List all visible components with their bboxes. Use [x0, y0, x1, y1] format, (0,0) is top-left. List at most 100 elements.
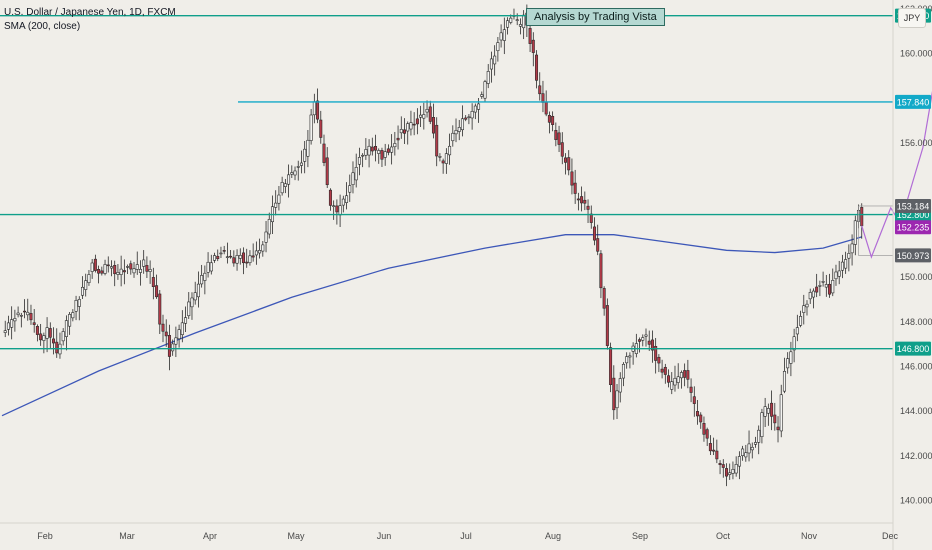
symbol-title[interactable]: U.S. Dollar / Japanese Yen, 1D, FXCM — [4, 7, 176, 18]
candle-body — [628, 355, 632, 358]
candle-body — [422, 114, 426, 119]
candle-body — [753, 442, 757, 445]
candle-body — [23, 310, 27, 313]
candle-body — [93, 258, 97, 271]
candle-body — [734, 464, 738, 474]
candle-body — [860, 207, 864, 227]
candle-body — [705, 429, 709, 439]
candle-body — [148, 269, 152, 272]
candle-body — [840, 261, 844, 271]
candle-body — [828, 283, 832, 295]
candle-body — [377, 150, 381, 154]
candle-body — [209, 262, 213, 272]
candle-body — [258, 250, 262, 254]
candle-body — [808, 292, 812, 300]
time-tick-label: Sep — [632, 531, 648, 541]
candle-body — [480, 94, 484, 97]
candle-body — [518, 24, 522, 27]
candle-body — [741, 448, 745, 456]
levels-layer — [0, 14, 894, 350]
candle-body — [26, 311, 30, 316]
candle-body — [811, 290, 815, 298]
candle-body — [824, 284, 828, 288]
candle-body — [560, 142, 564, 157]
candle-body — [55, 341, 59, 354]
candle-body — [293, 170, 297, 176]
candle-body — [757, 429, 761, 443]
candle-body — [641, 337, 645, 341]
candle-body — [409, 122, 413, 130]
candle-body — [126, 266, 130, 268]
candle-body — [428, 106, 432, 122]
candle-body — [763, 406, 767, 417]
candle-body — [48, 328, 52, 338]
candle-body — [216, 255, 220, 260]
candle-body — [161, 323, 165, 332]
candle-body — [135, 264, 139, 270]
candle-body — [309, 114, 313, 141]
candle-body — [770, 402, 774, 417]
sma-layer — [1, 234, 862, 417]
time-tick-label: Apr — [203, 531, 217, 541]
candle-body — [683, 370, 687, 378]
price-tick-label: 146.000 — [900, 362, 932, 372]
candle-body — [702, 423, 706, 435]
candle-body — [570, 171, 574, 186]
candle-body — [441, 160, 445, 164]
candle-body — [406, 123, 410, 132]
candle-body — [541, 93, 545, 103]
candle-body — [444, 153, 448, 164]
candle-body — [335, 205, 339, 213]
candle-body — [448, 145, 452, 156]
candle-body — [242, 252, 246, 264]
candle-body — [316, 100, 320, 120]
candle-body — [3, 330, 7, 333]
candle-body — [612, 377, 616, 411]
candle-body — [454, 130, 458, 135]
candle-body — [779, 394, 783, 432]
candle-body — [766, 408, 770, 414]
sma-indicator-label[interactable]: SMA (200, close) — [4, 21, 81, 32]
candle-body — [650, 339, 654, 351]
candle-body — [776, 426, 780, 431]
candle-body — [473, 105, 477, 113]
candle-body — [303, 148, 307, 162]
analysis-tag: Analysis by Trading Vista — [526, 8, 665, 26]
candle-body — [605, 305, 609, 346]
candle-body — [538, 85, 542, 95]
candle-body — [164, 331, 168, 337]
candle-body — [261, 244, 265, 252]
candle-body — [68, 314, 72, 327]
candle-body — [844, 259, 848, 269]
candle-body — [299, 162, 303, 166]
candle-body — [103, 264, 107, 274]
marker-price-label: 150.973 — [897, 251, 930, 261]
candle-body — [515, 19, 519, 21]
candle-body — [74, 300, 78, 312]
level-price-label: 157.840 — [897, 97, 930, 107]
candle-body — [277, 194, 281, 204]
candle-body — [312, 101, 316, 116]
candle-body — [486, 71, 490, 84]
currency-badge[interactable]: JPY — [898, 8, 926, 28]
candle-body — [29, 313, 33, 321]
candle-body — [129, 263, 133, 270]
candle-body — [32, 322, 36, 325]
candle-body — [267, 219, 271, 235]
time-scale[interactable]: Feb Mar Apr May Jun Jul Aug Sep Oct Nov Dec — [37, 531, 898, 541]
candle-body — [557, 132, 561, 145]
candle-body — [287, 174, 291, 185]
candle-body — [506, 20, 510, 28]
candle-body — [799, 316, 803, 326]
candle-body — [853, 220, 857, 245]
candle-body — [786, 358, 790, 369]
candle-body — [280, 182, 284, 194]
candle-body — [380, 150, 384, 160]
marker-price-label: 153.184 — [897, 201, 930, 211]
candle-body — [425, 108, 429, 113]
candle-body — [81, 286, 85, 296]
candle-body — [638, 339, 642, 342]
candle-body — [744, 452, 748, 458]
